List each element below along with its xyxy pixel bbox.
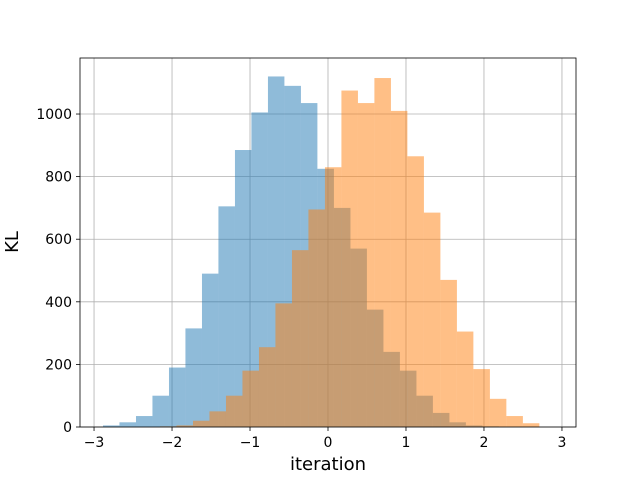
histogram-bar (176, 425, 194, 427)
histogram-series (160, 78, 540, 428)
histogram-bar (103, 425, 120, 427)
histogram-bar (456, 331, 474, 427)
x-tick-label: −3 (84, 435, 105, 451)
histogram-bar (506, 416, 523, 427)
histogram-bar (473, 369, 490, 427)
histogram-bar (308, 209, 325, 427)
y-tick-label: 600 (45, 232, 72, 248)
histogram-bar (168, 367, 186, 427)
x-tick-label: 1 (402, 435, 411, 451)
histogram-bar (152, 395, 169, 427)
histogram-bar (234, 150, 252, 428)
histogram-bar (440, 279, 457, 427)
x-tick-label: −1 (240, 435, 261, 451)
y-tick-label: 1000 (36, 107, 72, 123)
x-tick-label: 2 (480, 435, 489, 451)
y-axis-label: KL (2, 231, 23, 253)
histogram-bar (209, 411, 226, 427)
histogram-bar (407, 156, 424, 427)
histogram-bar (185, 328, 202, 427)
histogram-bar (119, 422, 136, 427)
histogram-bar (324, 167, 342, 427)
histogram-bar (390, 110, 408, 427)
x-tick-label: 0 (324, 435, 333, 451)
histogram-bar (275, 303, 292, 427)
histogram-bar (522, 423, 540, 427)
histogram-bar (291, 250, 309, 427)
histogram-bar (423, 212, 441, 427)
histogram-bar (225, 395, 243, 427)
histogram-bar (135, 416, 153, 427)
histogram-bar (489, 398, 507, 427)
histogram-bar (357, 103, 375, 428)
histogram-bar (258, 347, 276, 427)
histogram-bar (242, 370, 259, 427)
y-tick-label: 0 (63, 420, 72, 436)
histogram-bar (341, 90, 358, 427)
plot-frame (79, 57, 577, 428)
histogram-bar (218, 206, 235, 427)
x-tick-label: −2 (162, 435, 183, 451)
histogram-bar (201, 273, 219, 427)
y-tick-label: 400 (45, 295, 72, 311)
x-tick-label: 3 (558, 435, 567, 451)
histogram-bar (193, 420, 210, 427)
histogram-bar (374, 78, 391, 428)
x-axis-label: iteration (290, 454, 366, 475)
y-tick-label: 800 (45, 170, 72, 186)
y-tick-label: 200 (45, 357, 72, 373)
